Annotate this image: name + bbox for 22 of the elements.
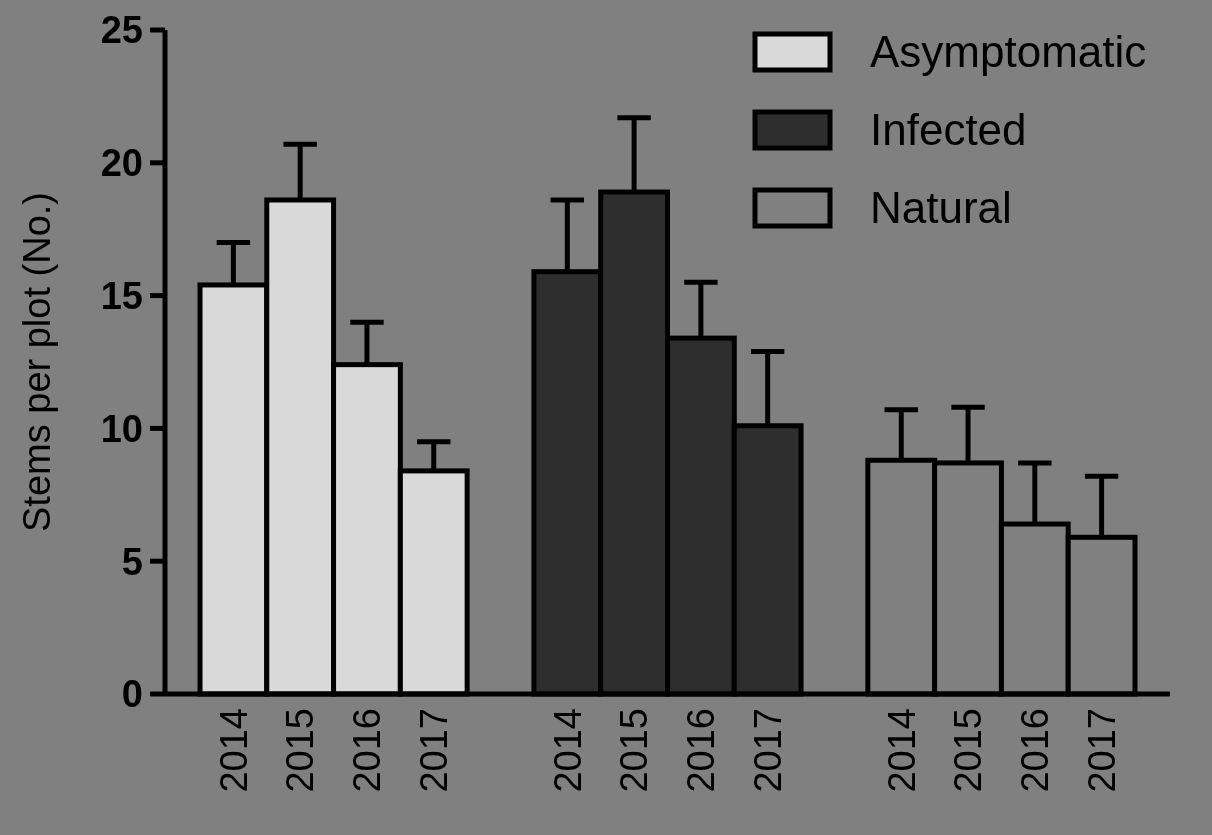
x-tick-label: 2016 xyxy=(1014,708,1057,793)
legend-label: Asymptomatic xyxy=(870,27,1147,77)
y-axis-title: Stems per plot (No.) xyxy=(16,192,58,532)
x-tick-label: 2014 xyxy=(212,708,255,793)
x-tick-label: 2017 xyxy=(413,708,456,793)
x-tick-label: 2017 xyxy=(746,708,789,793)
y-tick-label: 5 xyxy=(121,540,143,583)
x-tick-label: 2014 xyxy=(546,708,589,793)
x-tick-label: 2014 xyxy=(880,708,923,793)
legend-label: Natural xyxy=(870,183,1012,233)
x-tick-label: 2017 xyxy=(1080,708,1123,793)
x-tick-label: 2015 xyxy=(613,708,656,793)
legend-label: Infected xyxy=(870,105,1027,155)
y-tick-label: 25 xyxy=(100,9,143,52)
y-tick-label: 20 xyxy=(100,142,143,185)
y-tick-label: 0 xyxy=(121,673,143,716)
y-tick-label: 10 xyxy=(100,407,143,450)
x-tick-label: 2016 xyxy=(346,708,389,793)
x-tick-label: 2015 xyxy=(279,708,322,793)
y-tick-label: 15 xyxy=(100,274,143,317)
x-tick-label: 2015 xyxy=(947,708,990,793)
x-tick-label: 2016 xyxy=(680,708,723,793)
